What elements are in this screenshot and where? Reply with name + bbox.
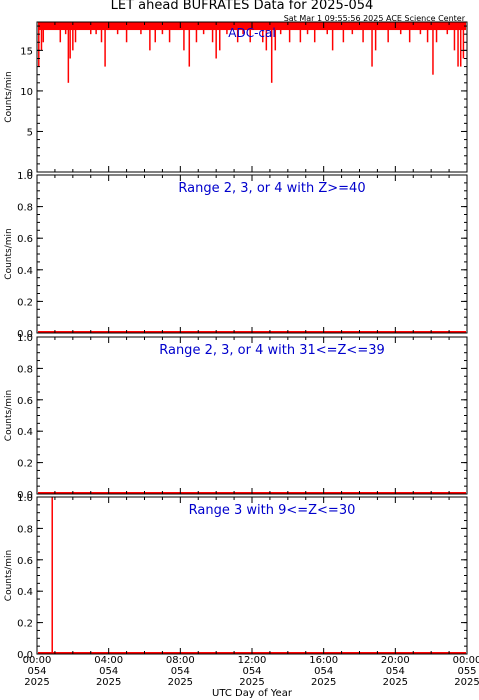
- y-tick-label: 0.6: [17, 556, 33, 567]
- y-tick-label: 0.0: [17, 650, 33, 661]
- x-tick-year: 2025: [311, 677, 336, 688]
- x-tick-doy: 054: [314, 666, 333, 677]
- panel-label: Range 3 with 9<=Z<=30: [189, 503, 356, 518]
- x-tick-year: 2025: [383, 677, 408, 688]
- x-tick-time: 08:00: [166, 655, 195, 666]
- panel-label: Range 2, 3, or 4 with Z>=40: [178, 181, 365, 196]
- x-tick-year: 2025: [168, 677, 193, 688]
- y-tick-label: 0.0: [17, 329, 33, 340]
- y-tick-label: 1.0: [17, 171, 33, 182]
- plot-frame: [36, 21, 468, 173]
- x-tick-time: 16:00: [309, 655, 338, 666]
- y-axis-label: Counts/min: [4, 550, 14, 601]
- y-axis-label: Counts/min: [4, 390, 14, 441]
- x-tick-time: 20:00: [381, 655, 410, 666]
- chart-title: LET ahead BUFRATES Data for 2025-054: [111, 0, 374, 13]
- timestamp-label: Sat Mar 1 09:55:56 2025 ACE Science Cent…: [284, 14, 466, 23]
- y-tick-label: 0.4: [17, 587, 33, 598]
- y-tick-label: 0.0: [17, 490, 33, 501]
- y-tick-label: 0.6: [17, 234, 33, 245]
- y-axis-label: Counts/min: [4, 228, 14, 279]
- y-tick-label: 0.2: [17, 297, 33, 308]
- x-tick-year: 2025: [454, 677, 479, 688]
- x-tick-doy: 054: [99, 666, 118, 677]
- y-tick-label: 0.8: [17, 203, 33, 214]
- data-series: [38, 497, 466, 654]
- y-tick-label: 0.2: [17, 459, 33, 470]
- x-axis-label: UTC Day of Year: [212, 688, 293, 699]
- y-tick-label: 10: [20, 87, 33, 98]
- x-tick-doy: 055: [457, 666, 476, 677]
- x-tick-time: 04:00: [94, 655, 123, 666]
- chart-panel-1: 0 5 10 15 Counts/min ADC-cal: [4, 21, 468, 179]
- y-tick-label: 0.2: [17, 619, 33, 630]
- y-tick-label: 0: [27, 168, 33, 179]
- plot-frame: [36, 174, 468, 334]
- y-tick-label: 15: [20, 46, 33, 57]
- y-tick-label: 1.0: [17, 493, 33, 504]
- y-tick-label: 1.0: [17, 333, 33, 344]
- panel-label: ADC-cal: [228, 26, 275, 40]
- chart-panel-4: 0.0 0.2 0.4 0.6 0.8 1.0 Counts/min Range 3 with…: [4, 493, 468, 661]
- x-tick-doy: 054: [171, 666, 190, 677]
- x-tick-year: 2025: [24, 677, 49, 688]
- panel-label: Range 2, 3, or 4 with 31<=Z<=39: [159, 343, 385, 358]
- y-tick-label: 0.6: [17, 396, 33, 407]
- plot-frame: [36, 496, 468, 655]
- x-tick-doy: 054: [27, 666, 46, 677]
- x-tick-doy: 054: [386, 666, 405, 677]
- x-tick-year: 2025: [239, 677, 264, 688]
- x-tick-doy: 054: [242, 666, 261, 677]
- y-tick-label: 0.4: [17, 266, 33, 277]
- plot-frame: [36, 336, 468, 495]
- chart-panel-2: 0.0 0.2 0.4 0.6 0.8 1.0 Counts/min Range 2, 3, …: [4, 171, 468, 340]
- x-tick-time: 00:00: [23, 655, 52, 666]
- x-tick-time: 00:00: [453, 655, 479, 666]
- x-tick-time: 12:00: [238, 655, 267, 666]
- y-tick-label: 0.8: [17, 364, 33, 375]
- chart-panel-3: 0.0 0.2 0.4 0.6 0.8 1.0 Counts/min Range 2, 3, …: [4, 333, 468, 501]
- x-tick-year: 2025: [96, 677, 121, 688]
- y-tick-label: 5: [27, 127, 33, 138]
- y-tick-label: 0.4: [17, 427, 33, 438]
- y-axis-label: Counts/min: [4, 71, 14, 122]
- y-tick-label: 0.8: [17, 524, 33, 535]
